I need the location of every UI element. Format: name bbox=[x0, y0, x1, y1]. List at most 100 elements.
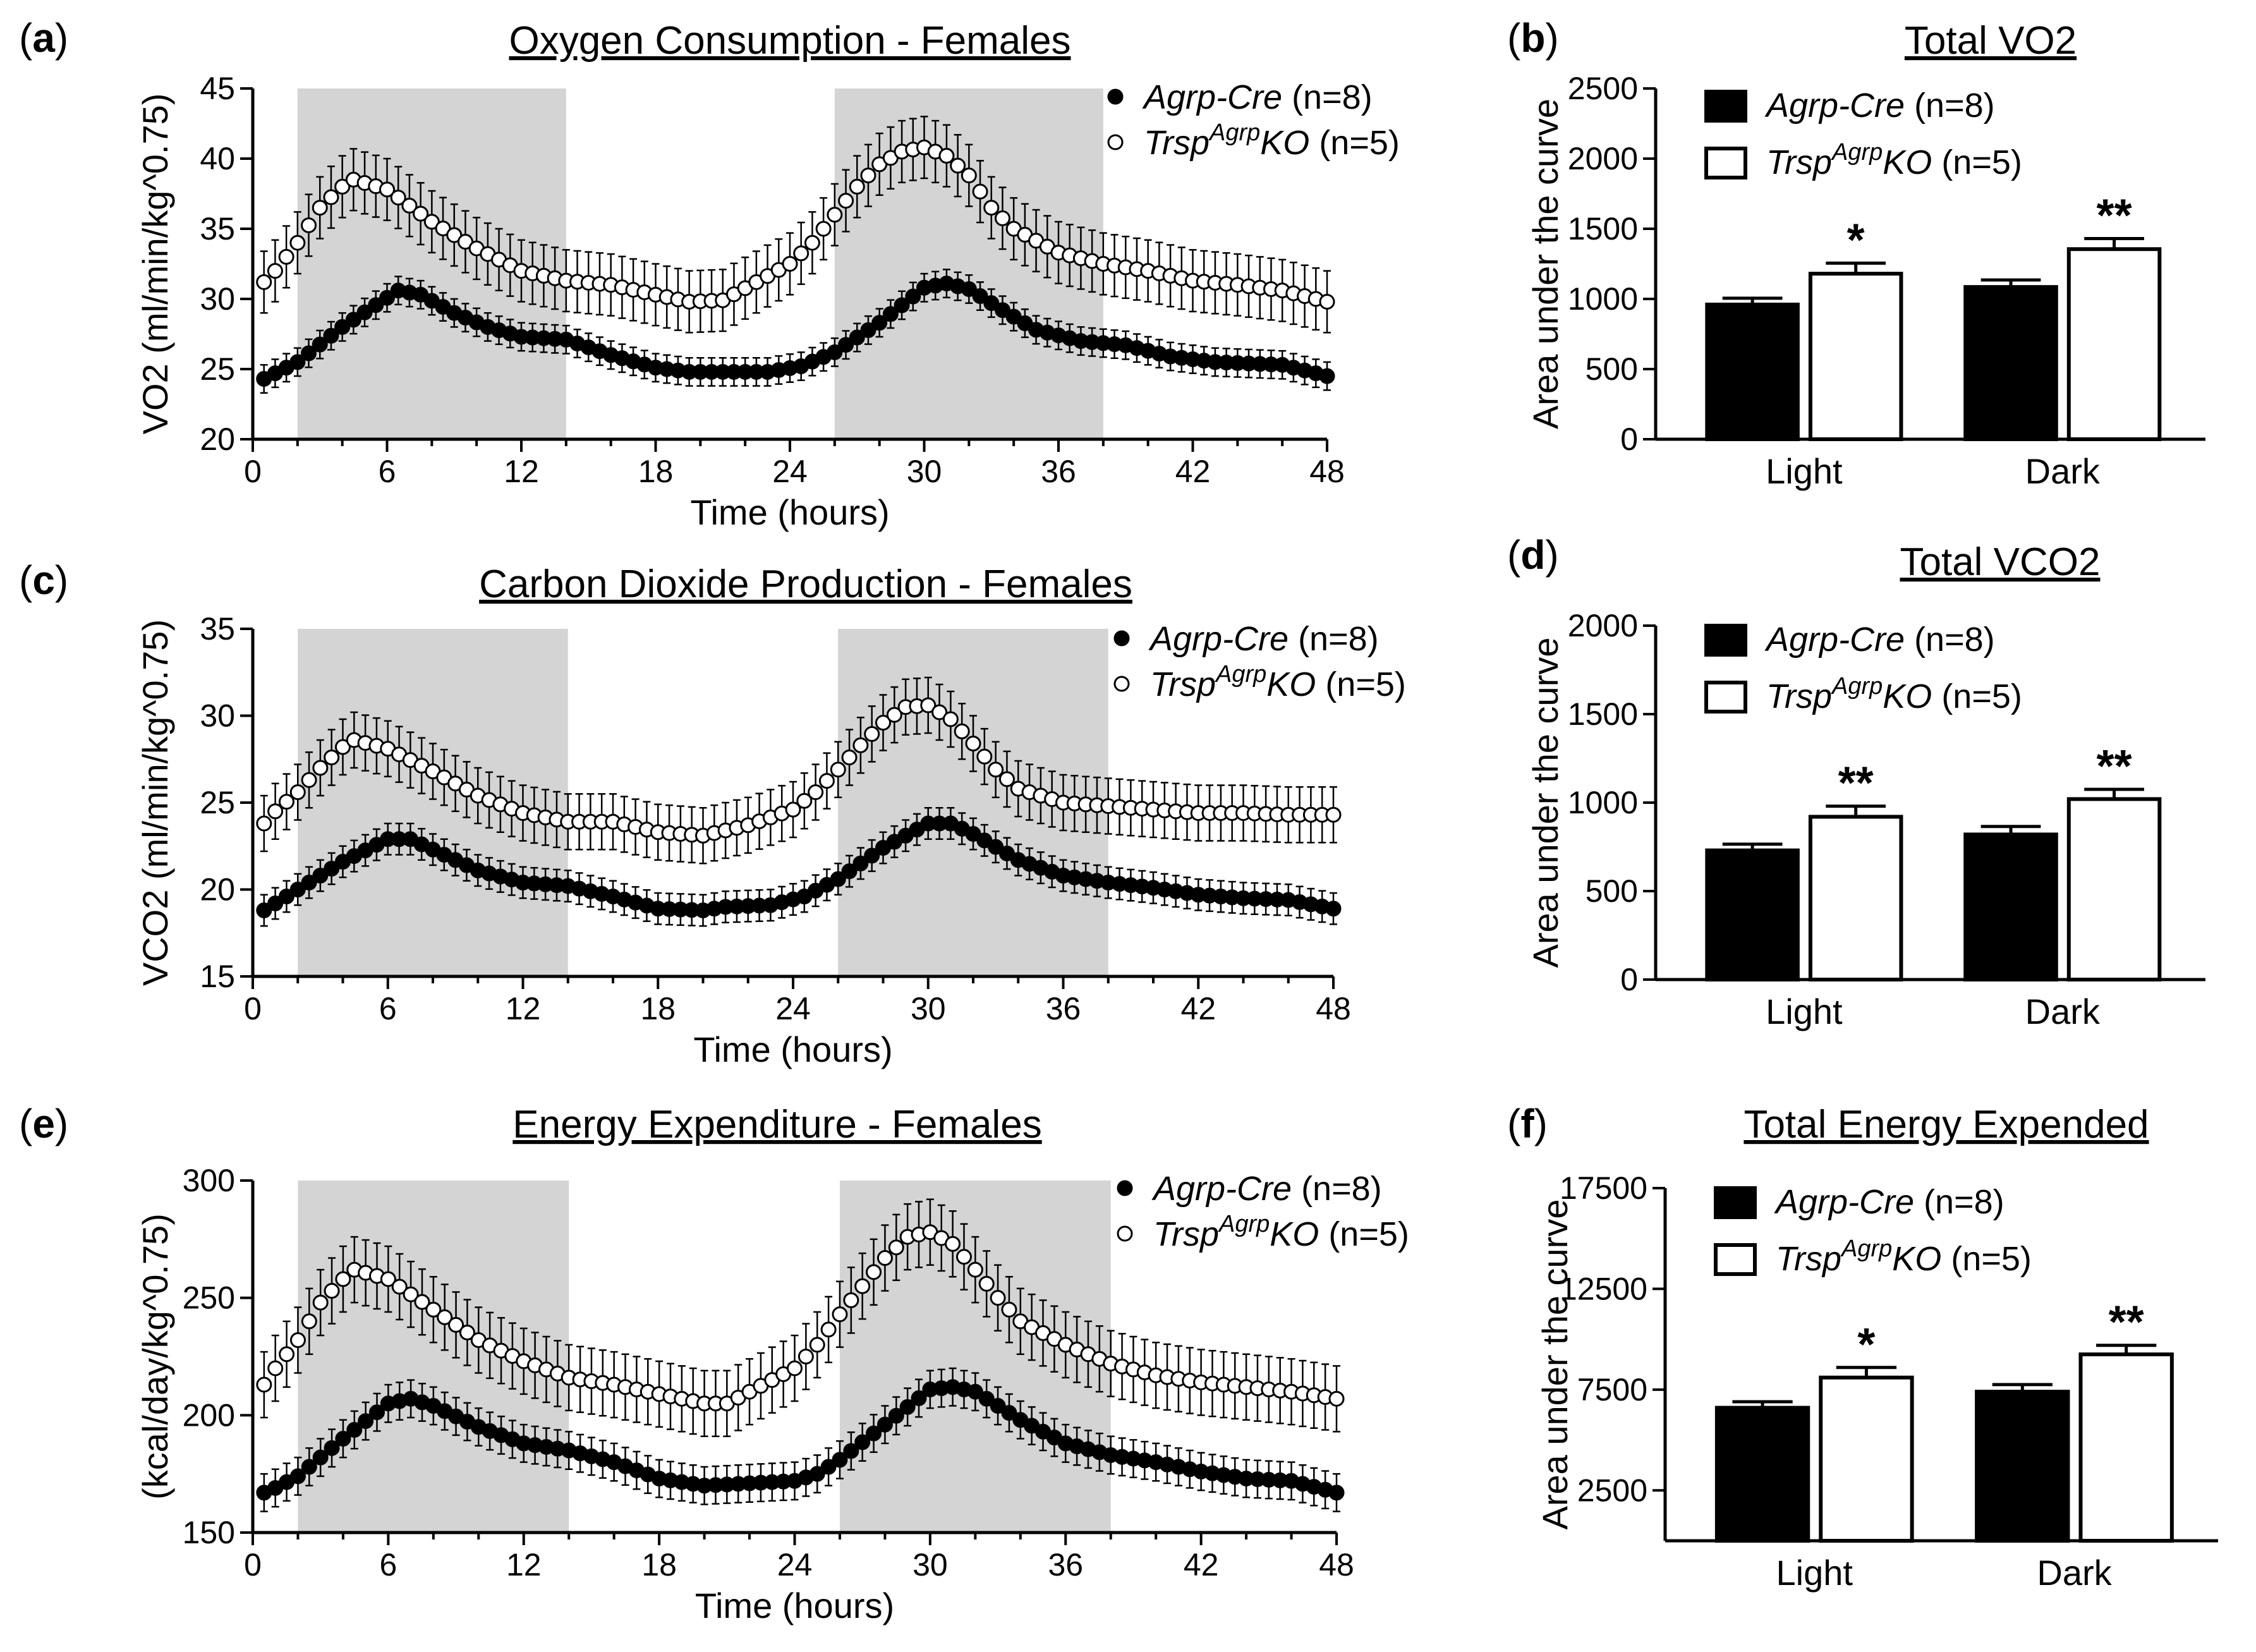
data-point bbox=[1325, 901, 1342, 917]
legend-name-italic: Trsp bbox=[1144, 124, 1210, 162]
data-point bbox=[931, 704, 948, 720]
data-point bbox=[312, 200, 328, 216]
data-point bbox=[988, 762, 1004, 778]
legend-name-superscript: Agrp bbox=[1831, 139, 1883, 166]
data-point bbox=[888, 1407, 904, 1424]
data-point bbox=[860, 322, 876, 338]
y-tick-label: 45 bbox=[200, 71, 235, 106]
x-tick-label: 48 bbox=[1316, 991, 1351, 1026]
panel-label-paren-close: ) bbox=[55, 1101, 68, 1146]
bar-light-agrp-cre bbox=[1705, 848, 1800, 981]
data-point bbox=[866, 1425, 882, 1442]
data-point bbox=[967, 1383, 983, 1400]
data-point bbox=[301, 345, 317, 361]
chart-title: Carbon Dioxide Production - Females bbox=[479, 562, 1132, 606]
panel-label-paren-open: ( bbox=[1507, 15, 1520, 61]
panel-label-letter: f bbox=[1520, 1101, 1534, 1146]
legend-name-italic: Agrp-Cre bbox=[1151, 1170, 1292, 1208]
y-tick-label: 1500 bbox=[1568, 696, 1638, 732]
data-point bbox=[289, 1332, 306, 1349]
bar-light-trsp-agrp-ko bbox=[1808, 815, 1903, 982]
data-point bbox=[448, 1316, 464, 1333]
legend-swatch bbox=[1714, 1243, 1757, 1276]
legend-name-count: (n=8) bbox=[1905, 87, 1995, 125]
panel-label: (d) bbox=[1507, 532, 1559, 578]
data-point bbox=[854, 1434, 871, 1450]
x-tick-label: 6 bbox=[379, 454, 396, 489]
x-tick-label: 42 bbox=[1184, 1547, 1219, 1582]
data-point bbox=[324, 1283, 340, 1299]
data-point bbox=[972, 288, 988, 305]
x-category-label: Dark bbox=[2025, 992, 2101, 1031]
legend-name-count: (n=5) bbox=[1319, 1215, 1409, 1253]
panel-label-paren-open: ( bbox=[1507, 1101, 1520, 1146]
panel-label-letter: a bbox=[32, 15, 55, 61]
data-point bbox=[882, 306, 899, 322]
x-tick-label: 36 bbox=[1048, 1547, 1083, 1582]
x-tick-label: 12 bbox=[504, 454, 539, 489]
x-tick-label: 18 bbox=[640, 991, 676, 1026]
data-point bbox=[401, 197, 418, 214]
data-point bbox=[843, 1292, 859, 1308]
data-point bbox=[838, 337, 854, 353]
legend-name-count: (n=8) bbox=[1905, 621, 1995, 659]
data-point bbox=[797, 1349, 814, 1364]
data-point bbox=[289, 354, 306, 370]
data-point bbox=[324, 861, 340, 877]
legend-name-superscript: Agrp bbox=[1840, 1236, 1892, 1262]
data-point bbox=[256, 815, 272, 832]
legend-name-suffix: KO bbox=[1270, 1215, 1319, 1253]
panel-label-paren-close: ) bbox=[1545, 532, 1558, 578]
x-tick-label: 24 bbox=[772, 454, 808, 489]
data-point bbox=[911, 1390, 927, 1406]
legend-name-italic: Trsp bbox=[1766, 677, 1832, 715]
data-point bbox=[425, 1301, 442, 1318]
data-point bbox=[998, 771, 1015, 787]
data-point bbox=[335, 739, 351, 755]
legend-name-italic: Trsp bbox=[1766, 143, 1832, 181]
data-point bbox=[787, 1360, 803, 1376]
data-point bbox=[334, 178, 351, 195]
legend-name-superscript: Agrp bbox=[1218, 1211, 1270, 1237]
data-point bbox=[358, 1413, 374, 1430]
y-tick-label: 500 bbox=[1586, 351, 1638, 387]
data-point bbox=[1319, 368, 1335, 384]
bar-dark-trsp-agrp-ko bbox=[2066, 247, 2162, 441]
legend-name-suffix: KO bbox=[1260, 124, 1309, 162]
data-point bbox=[905, 288, 921, 305]
legend: Agrp-Cre (n=8) TrspAgrpKO (n=5) bbox=[1704, 87, 2022, 181]
chart-title: Total VCO2 bbox=[1900, 540, 2100, 584]
y-axis-label: Area under the curve bbox=[1525, 99, 1565, 429]
data-point bbox=[852, 737, 869, 753]
data-point bbox=[267, 1360, 284, 1376]
data-point bbox=[380, 1271, 396, 1287]
panel-label: (e) bbox=[19, 1101, 68, 1146]
panel-label-letter: e bbox=[32, 1101, 55, 1146]
data-point bbox=[965, 736, 981, 751]
legend-marker bbox=[1107, 88, 1124, 105]
data-point bbox=[1001, 1301, 1017, 1318]
legend-name-count: (n=8) bbox=[1292, 1170, 1382, 1208]
data-point bbox=[1325, 806, 1342, 823]
legend-entry-label: TrspAgrpKO (n=5) bbox=[1776, 1236, 2032, 1278]
data-point bbox=[864, 726, 880, 742]
y-axis-label: Area under the curve bbox=[1525, 638, 1565, 968]
data-point bbox=[345, 312, 361, 328]
y-tick-label: 300 bbox=[183, 1163, 235, 1198]
data-point bbox=[860, 167, 876, 184]
y-tick-label: 200 bbox=[183, 1397, 235, 1433]
y-tick-label: 30 bbox=[200, 281, 235, 317]
x-tick-label: 18 bbox=[641, 1547, 677, 1582]
data-point bbox=[312, 336, 328, 353]
legend-name-count: (n=5) bbox=[1932, 143, 2022, 181]
legend-name-suffix: KO bbox=[1883, 143, 1932, 181]
legend-name-count: (n=8) bbox=[1289, 620, 1379, 658]
data-point bbox=[938, 148, 955, 164]
data-point bbox=[1328, 1390, 1345, 1407]
data-point bbox=[820, 1459, 837, 1475]
data-point bbox=[793, 245, 810, 262]
data-point bbox=[346, 1422, 363, 1438]
legend-name-count: (n=5) bbox=[1316, 665, 1406, 703]
x-tick-label: 18 bbox=[638, 454, 674, 489]
data-point bbox=[256, 1376, 272, 1393]
